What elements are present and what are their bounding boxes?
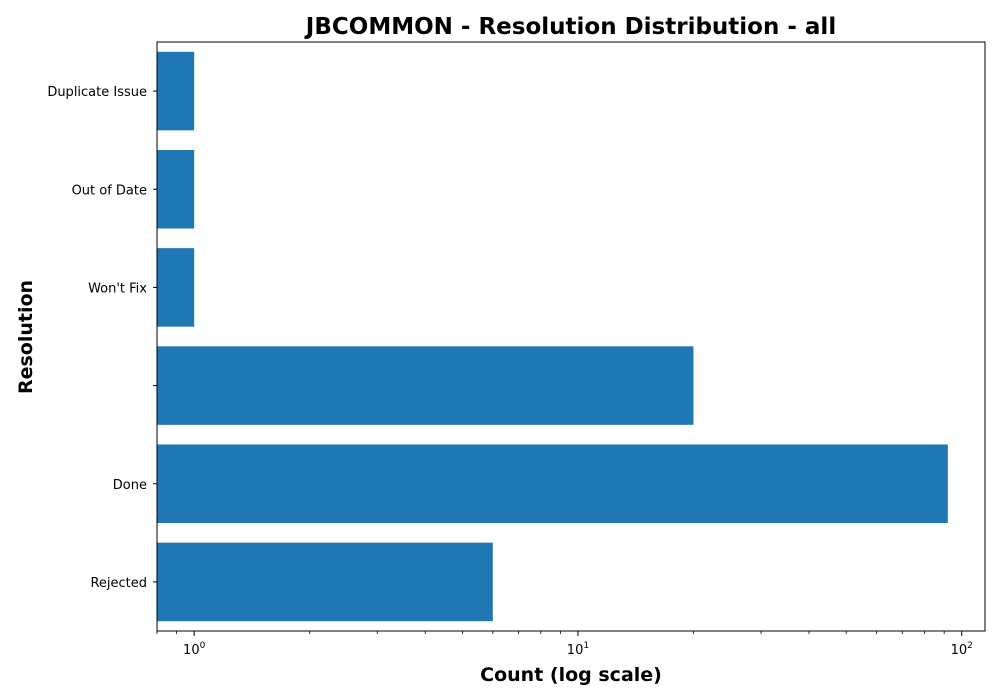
bar-3 xyxy=(157,346,694,425)
y-axis: Duplicate Issue Out of Date Won't Fix Done R… xyxy=(47,85,157,591)
x-tick-label-1: 101 xyxy=(567,641,589,658)
x-axis-label: Count (log scale) xyxy=(480,664,662,686)
plot-frame xyxy=(156,41,986,632)
x-tick-label-2: 102 xyxy=(951,641,973,658)
chart-title: JBCOMMON - Resolution Distribution - all xyxy=(304,14,836,40)
bar-1 xyxy=(157,149,195,229)
bars-group xyxy=(157,51,948,622)
bar-5 xyxy=(157,542,493,622)
y-tick-label-4: Done xyxy=(113,478,147,493)
bar-2 xyxy=(157,248,195,327)
y-tick-label-0: Duplicate Issue xyxy=(47,85,147,100)
x-axis: 100 101 102 xyxy=(156,631,973,658)
x-tick-label-0: 100 xyxy=(183,641,206,658)
bar-4 xyxy=(157,444,948,524)
y-tick-label-5: Rejected xyxy=(90,576,147,591)
y-axis-label: Resolution xyxy=(15,280,37,394)
bar-0 xyxy=(157,51,195,131)
y-tick-label-1: Out of Date xyxy=(72,183,147,198)
y-tick-label-2: Won't Fix xyxy=(88,281,147,296)
